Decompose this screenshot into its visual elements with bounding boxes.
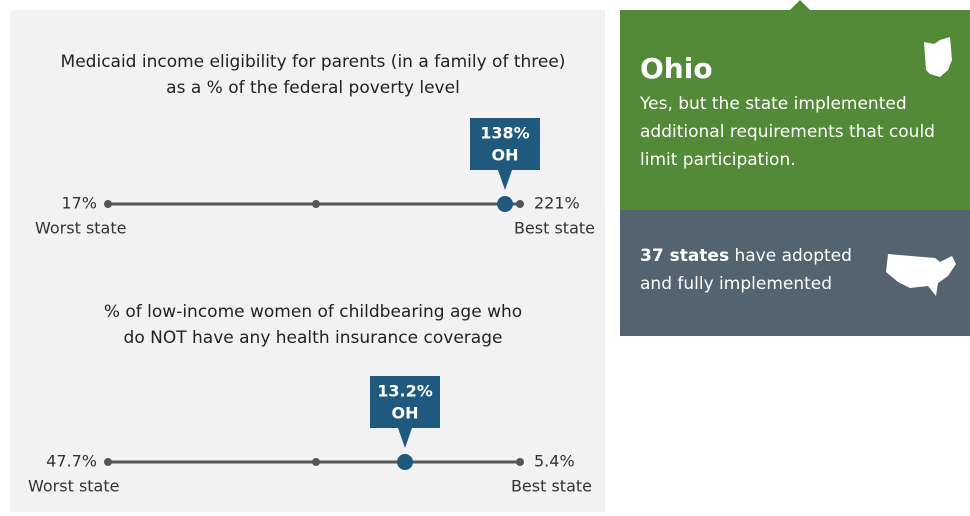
best-label: Best state [514, 219, 595, 238]
left-panel [10, 10, 605, 512]
dot [104, 458, 112, 466]
state-box [620, 10, 970, 210]
dot [516, 200, 524, 208]
dot [312, 458, 320, 466]
dot [516, 458, 524, 466]
us-map-icon [886, 254, 956, 296]
worst-value: 17% [61, 194, 97, 213]
state-name: Ohio [640, 52, 713, 85]
worst-label: Worst state [35, 219, 126, 238]
worst-value: 47.7% [46, 452, 97, 471]
state-panel: Ohio Yes, but the state implemented addi… [620, 0, 970, 210]
national-rest: have adopted [729, 246, 852, 266]
metric-title: Medicaid income eligibility for parents … [61, 52, 566, 72]
state-abbr: OH [392, 404, 419, 423]
state-text: Yes, but the state implemented [639, 94, 907, 114]
state-value: 13.2% [377, 382, 433, 401]
metric-title: do NOT have any health insurance coverag… [124, 328, 503, 348]
best-value: 221% [534, 194, 580, 213]
state-abbr: OH [492, 146, 519, 165]
metric-1: Medicaid income eligibility for parents … [35, 52, 595, 238]
state-value: 138% [480, 124, 529, 143]
national-text: 37 states have adopted [640, 246, 852, 266]
callout [370, 376, 440, 428]
state-text: additional requirements that could [640, 122, 935, 142]
callout-pointer [398, 428, 412, 448]
worst-label: Worst state [28, 477, 119, 496]
pointer [788, 0, 812, 12]
national-bold: 37 states [640, 246, 729, 266]
callout [470, 118, 540, 170]
metric-title: as a % of the federal poverty level [166, 78, 460, 98]
state-text: limit participation. [640, 150, 796, 170]
dot [312, 200, 320, 208]
metric-2: % of low-income women of childbearing ag… [28, 302, 592, 496]
state-dot [497, 196, 513, 212]
best-label: Best state [511, 477, 592, 496]
callout-pointer [498, 170, 512, 190]
state-dot [397, 454, 413, 470]
dot [104, 200, 112, 208]
ohio-icon [924, 37, 952, 77]
national-text: and fully implemented [640, 274, 832, 294]
metric-title: % of low-income women of childbearing ag… [104, 302, 522, 322]
best-value: 5.4% [534, 452, 575, 471]
national-panel: 37 states have adopted and fully impleme… [620, 210, 970, 336]
